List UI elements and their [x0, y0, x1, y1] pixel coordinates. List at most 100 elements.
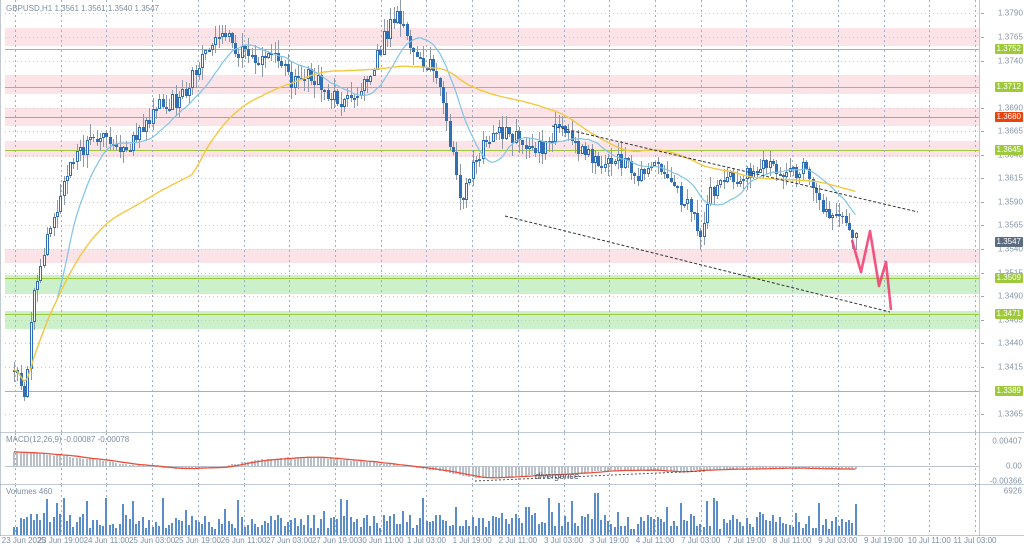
volume-bar	[775, 522, 778, 535]
volume-bar	[583, 516, 586, 535]
candlestick	[448, 121, 452, 147]
candlestick	[392, 18, 396, 24]
volume-bar	[197, 522, 200, 535]
price-axis-label: 1.3365	[997, 409, 1023, 419]
candlestick	[547, 141, 551, 143]
macd-histogram-bar	[531, 466, 534, 476]
price-plot-area[interactable]	[5, 0, 979, 432]
candlestick	[682, 204, 686, 207]
volume-bar	[273, 520, 276, 535]
candlestick	[791, 166, 795, 169]
volume-bar	[164, 528, 167, 535]
volume-bar	[362, 517, 365, 535]
volume-bar	[306, 515, 309, 535]
candle-wick	[842, 211, 844, 224]
time-gridline	[60, 485, 62, 535]
volume-bar	[673, 520, 675, 535]
candlestick	[484, 139, 488, 143]
macd-histogram-bar	[844, 466, 847, 469]
macd-histogram-bar	[88, 459, 91, 466]
macd-histogram-bar	[706, 466, 708, 471]
volume-bar	[207, 522, 210, 535]
macd-histogram-bar	[847, 466, 850, 469]
candlestick	[313, 81, 317, 85]
candlestick	[187, 87, 191, 96]
macd-histogram-bar	[329, 458, 332, 466]
candlestick	[524, 144, 528, 149]
support-zone	[5, 275, 979, 295]
volume-bar	[475, 526, 477, 535]
candlestick	[564, 125, 568, 133]
candlestick	[178, 97, 181, 108]
price-chart-panel[interactable]: 1.37901.37651.37401.36901.36651.36401.36…	[0, 0, 1024, 432]
macd-indicator-label: MACD(12,26,9) -0.00087 -0.00078	[6, 435, 130, 444]
macd-histogram-bar	[36, 453, 39, 466]
candle-wick	[258, 57, 260, 67]
volume-bar	[435, 515, 438, 535]
volume-bar	[293, 517, 296, 535]
macd-histogram-bar	[55, 454, 58, 466]
time-gridline	[335, 485, 336, 535]
time-axis-label: 3 Jul 03:00	[543, 536, 584, 545]
candlestick	[128, 150, 132, 152]
time-axis-label: 23 Jun 2025	[1, 536, 46, 545]
candlestick	[758, 168, 762, 174]
volume-bar	[372, 515, 375, 535]
candlestick	[438, 78, 442, 88]
macd-histogram-bar	[811, 466, 814, 469]
candlestick	[333, 90, 337, 101]
macd-histogram-bar	[310, 456, 312, 466]
candle-wick	[832, 212, 834, 231]
candlestick	[854, 233, 858, 238]
volume-bar	[382, 514, 385, 535]
candlestick	[498, 126, 502, 134]
volumes-axis-label: 6926	[1003, 486, 1022, 496]
time-gridline	[106, 433, 108, 484]
volumes-panel[interactable]: 6926	[0, 485, 1024, 535]
chart-title: GBPUSD,H1 1.3561 1.3561 1.3540 1.3547	[6, 4, 159, 13]
time-gridline	[792, 485, 794, 535]
candlestick	[600, 166, 604, 169]
macd-histogram-bar	[313, 458, 316, 466]
macd-histogram-bar	[250, 460, 253, 466]
volume-bar	[755, 516, 758, 535]
candlestick	[574, 140, 577, 143]
candlestick	[224, 33, 228, 37]
macd-histogram-bar	[805, 466, 807, 469]
macd-histogram-bar	[722, 466, 725, 470]
volume-bar	[72, 526, 75, 535]
volumes-plot-area[interactable]	[5, 485, 979, 535]
candlestick	[676, 186, 680, 189]
volume-bar	[352, 521, 355, 535]
volume-bar	[616, 511, 619, 535]
time-gridline	[152, 485, 154, 535]
macd-histogram-bar	[587, 466, 590, 473]
price-axis[interactable]: 1.37901.37651.37401.36901.36651.36401.36…	[980, 0, 1024, 432]
volume-bar	[118, 524, 121, 535]
macd-histogram-bar	[92, 459, 95, 466]
volume-bar	[42, 513, 45, 535]
volume-bar	[564, 515, 567, 535]
price-gridline	[5, 36, 979, 38]
candlestick	[514, 131, 518, 143]
candlestick	[702, 222, 706, 237]
candlestick	[214, 37, 218, 46]
trendline-lower	[504, 215, 891, 313]
time-gridline	[289, 0, 291, 432]
macd-histogram-bar	[494, 466, 497, 477]
time-gridline	[335, 0, 336, 432]
macd-histogram-bar	[69, 456, 72, 466]
macd-plot-area[interactable]: divergence	[5, 433, 979, 484]
volume-bar	[719, 528, 722, 535]
time-axis-label: 30 Jun 11:00	[357, 536, 404, 545]
price-axis-label: 1.3515	[998, 268, 1023, 277]
macd-histogram-bar	[379, 463, 382, 466]
candlestick	[531, 145, 535, 148]
macd-histogram-bar	[356, 460, 359, 466]
volume-bar	[244, 527, 246, 535]
volume-bar	[418, 517, 421, 535]
macd-panel[interactable]: divergence 0.00407 0.00 -0.00366	[0, 433, 1024, 484]
candlestick	[197, 67, 201, 76]
macd-histogram-bar	[623, 466, 626, 471]
